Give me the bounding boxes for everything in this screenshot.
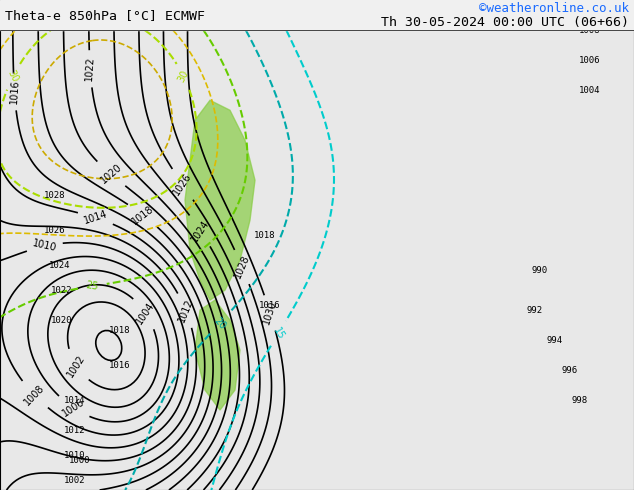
Text: 1018: 1018 (254, 231, 276, 240)
Text: 20: 20 (212, 315, 228, 331)
Text: 1008: 1008 (579, 26, 601, 35)
Polygon shape (185, 100, 255, 300)
Text: Theta-e 850hPa [°C] ECMWF: Theta-e 850hPa [°C] ECMWF (5, 9, 205, 22)
Text: 1006: 1006 (579, 56, 601, 65)
Text: 1028: 1028 (44, 191, 66, 200)
Text: 1006: 1006 (60, 396, 86, 418)
Text: 1002: 1002 (64, 475, 86, 485)
Text: 1014: 1014 (64, 395, 86, 405)
Text: 1020: 1020 (51, 316, 73, 324)
Text: 15: 15 (271, 325, 286, 341)
Text: 1012: 1012 (176, 297, 195, 323)
Text: 1020: 1020 (98, 162, 124, 186)
Text: 30: 30 (6, 69, 20, 84)
Bar (0, 0, 634, 30)
Text: 1028: 1028 (233, 254, 252, 280)
Text: 1022: 1022 (84, 56, 96, 81)
Text: 1018: 1018 (109, 326, 131, 335)
Text: 1002: 1002 (65, 353, 87, 379)
Text: ©weatheronline.co.uk: ©weatheronline.co.uk (479, 2, 629, 15)
Text: 1004: 1004 (134, 300, 157, 326)
Text: 1016: 1016 (109, 361, 131, 369)
Text: 1014: 1014 (82, 209, 109, 226)
Text: 1004: 1004 (579, 86, 601, 95)
Text: 996: 996 (562, 366, 578, 374)
Text: 1030: 1030 (262, 299, 278, 326)
Text: 25: 25 (86, 280, 100, 292)
Text: 998: 998 (572, 395, 588, 405)
Text: 992: 992 (527, 306, 543, 315)
Text: 1010: 1010 (32, 239, 58, 254)
Text: 1024: 1024 (189, 218, 211, 244)
Text: 1016: 1016 (259, 301, 281, 310)
Text: 1008: 1008 (22, 383, 46, 407)
Text: Th 30-05-2024 00:00 UTC (06+66): Th 30-05-2024 00:00 UTC (06+66) (381, 16, 629, 29)
Text: 1026: 1026 (172, 172, 193, 197)
Text: 1022: 1022 (51, 286, 73, 294)
Text: 1018: 1018 (130, 204, 156, 226)
Text: 990: 990 (532, 266, 548, 275)
Text: 1012: 1012 (64, 425, 86, 435)
Text: 1000: 1000 (69, 456, 91, 465)
Polygon shape (195, 300, 240, 410)
Text: 1024: 1024 (49, 261, 71, 270)
Text: 30: 30 (176, 69, 191, 84)
Text: 1026: 1026 (44, 226, 66, 235)
Text: 1016: 1016 (9, 79, 20, 104)
Text: 1010: 1010 (64, 450, 86, 460)
Text: 994: 994 (547, 336, 563, 344)
